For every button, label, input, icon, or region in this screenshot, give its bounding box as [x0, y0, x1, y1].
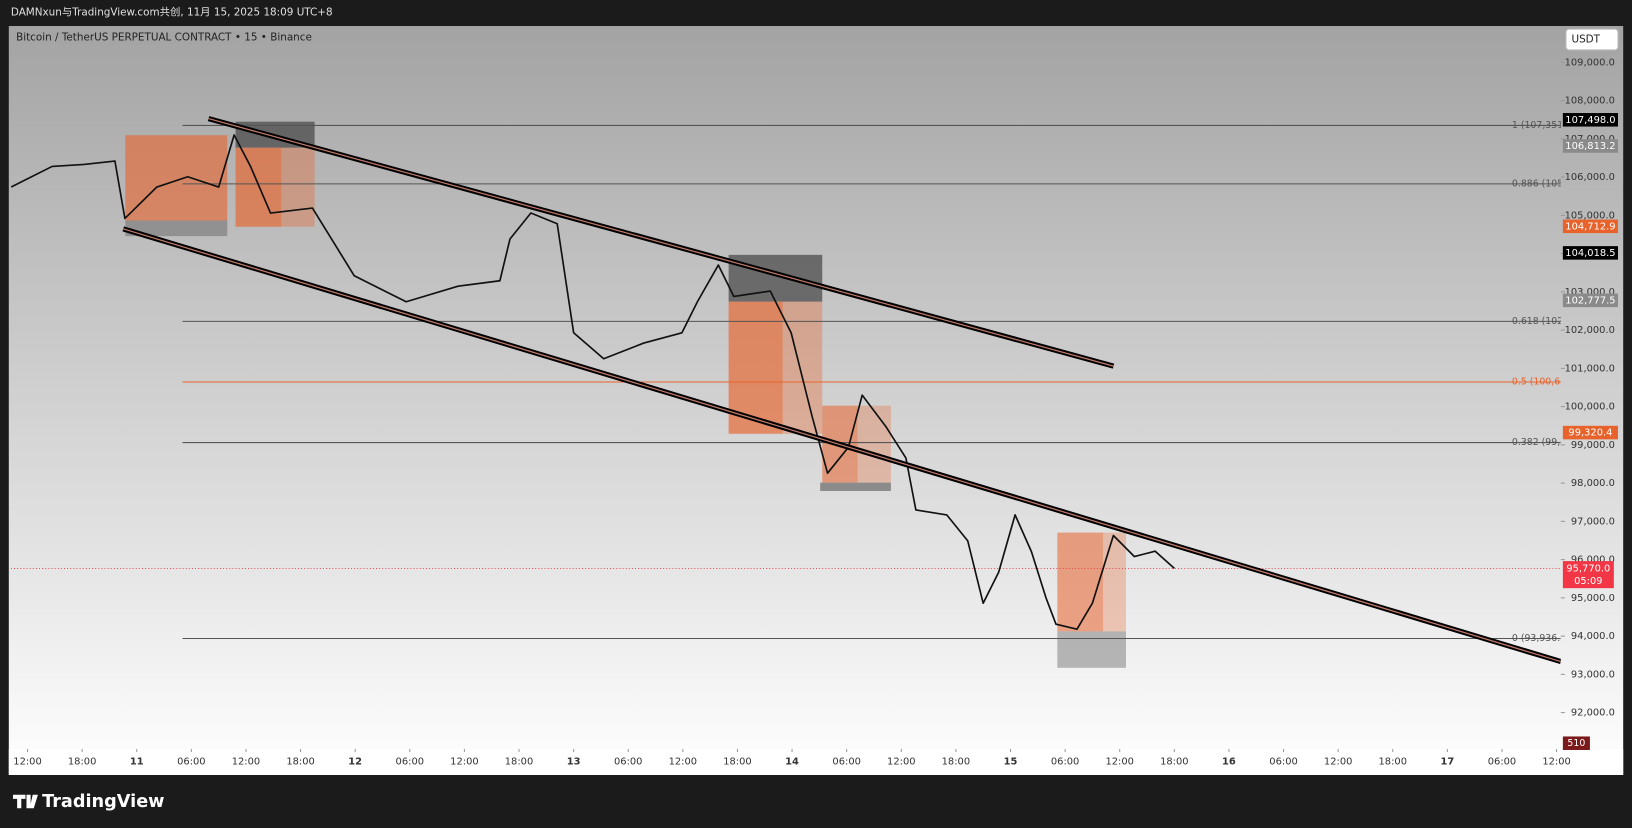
y-tick-label: 109,000.0	[1565, 57, 1615, 68]
price-group	[10, 134, 1561, 631]
x-tick-label: 12:00	[13, 756, 41, 767]
price-tag	[1562, 219, 1618, 234]
position-box	[1057, 532, 1104, 632]
y-tick-label: 101,000.0	[1565, 363, 1615, 374]
price-tag-label: 107,498.0	[1565, 115, 1615, 126]
volume-tag	[1562, 736, 1590, 750]
price-tag	[1562, 425, 1618, 440]
price-tag-label: 106,813.2	[1565, 141, 1615, 152]
trendline-core	[208, 117, 1114, 367]
y-tick-label: 99,000.0	[1571, 440, 1615, 451]
price-tag	[1562, 113, 1618, 127]
fib-label: 0.5 (100,64	[1512, 376, 1566, 387]
current-price-label: 95,770.0	[1566, 563, 1610, 574]
x-tick-label: 12:00	[1105, 756, 1133, 767]
current-price-tag	[1562, 561, 1614, 589]
position-box	[125, 135, 228, 221]
position-box	[782, 301, 823, 434]
price-line	[10, 134, 1175, 631]
y-tick-label: 98,000.0	[1571, 478, 1615, 489]
fib-label: 0.886 (105,	[1512, 178, 1566, 189]
x-tick-label: 14	[785, 756, 799, 767]
currency-label: USDT	[1571, 34, 1600, 46]
y-tick-label: 94,000.0	[1571, 631, 1615, 642]
x-tick-label: 18:00	[505, 756, 533, 767]
x-tick-label: 18:00	[68, 756, 96, 767]
position-box	[820, 482, 891, 491]
y-tick-label: 96,000.0	[1571, 555, 1615, 566]
y-tick-label: 105,000.0	[1565, 210, 1615, 221]
watermark: DAMNxun与TradingView.com共创, 11月 15, 2025 …	[11, 5, 333, 18]
fib-label: 0.382 (99,0	[1512, 437, 1566, 448]
axes: 109,000.0108,000.0107,000.0106,000.0105,…	[13, 57, 1618, 767]
x-tick-label: 12:00	[232, 756, 260, 767]
x-tick-label: 12:00	[887, 756, 915, 767]
x-tick-label: 12	[348, 756, 362, 767]
x-tick-label: 12:00	[1324, 756, 1352, 767]
x-tick-label: 12:00	[1542, 756, 1570, 767]
price-tag-label: 102,777.5	[1565, 295, 1615, 306]
x-tick-label: 06:00	[1051, 756, 1079, 767]
x-tick-label: 17	[1441, 756, 1455, 767]
x-tick-label: 06:00	[614, 756, 642, 767]
price-tag	[1562, 293, 1618, 308]
x-tick-label: 15	[1004, 756, 1018, 767]
y-tick-label: 93,000.0	[1571, 669, 1615, 680]
y-tick-label: 108,000.0	[1565, 96, 1615, 107]
fib-label: 1 (107,351	[1512, 120, 1563, 131]
y-tick-label: 106,000.0	[1565, 172, 1615, 183]
y-tick-label: 92,000.0	[1571, 708, 1615, 719]
x-tick-label: 12:00	[669, 756, 697, 767]
fib-group: 1 (107,351 0.886 (105, 0.618 (102, 0.5 (100…	[182, 120, 1566, 644]
fib-label: 0 (93,936.5	[1512, 633, 1566, 644]
price-tag-label: 104,712.9	[1565, 221, 1615, 232]
y-tick-label: 97,000.0	[1571, 516, 1615, 527]
time-axis	[8, 748, 1624, 775]
y-tick-label: 100,000.0	[1565, 402, 1615, 413]
y-tick-label: 102,000.0	[1565, 325, 1615, 336]
position-box	[1057, 631, 1126, 668]
x-tick-label: 18:00	[1379, 756, 1407, 767]
brand-logo	[12, 794, 38, 809]
x-tick-label: 13	[567, 756, 581, 767]
symbol-title: Bitcoin / TetherUS PERPETUAL CONTRACT • …	[16, 31, 312, 43]
x-tick-label: 06:00	[1488, 756, 1516, 767]
price-tag	[1562, 246, 1618, 260]
x-tick-label: 18:00	[723, 756, 751, 767]
x-tick-label: 11	[130, 756, 144, 767]
y-tick-label: 95,000.0	[1571, 593, 1615, 604]
position-box	[857, 405, 891, 483]
position-box	[1103, 532, 1126, 632]
x-tick-label: 06:00	[1269, 756, 1297, 767]
x-tick-label: 18:00	[1160, 756, 1188, 767]
volume-tag-label: 510	[1567, 738, 1585, 749]
trendline-core	[123, 228, 1561, 663]
position-box	[235, 147, 282, 227]
price-tag	[1562, 139, 1618, 153]
brand: TradingView	[42, 792, 164, 812]
price-tag-label: 104,018.5	[1565, 248, 1615, 259]
y-tick-label: 103,000.0	[1565, 287, 1615, 298]
countdown-label: 05:09	[1574, 576, 1602, 587]
x-tick-label: 18:00	[942, 756, 970, 767]
x-tick-label: 18:00	[286, 756, 314, 767]
price-tag-label: 99,320.4	[1568, 428, 1612, 439]
position-box	[281, 147, 315, 227]
currency-button[interactable]	[1565, 28, 1619, 51]
x-tick-label: 06:00	[396, 756, 424, 767]
x-tick-label: 06:00	[832, 756, 860, 767]
x-tick-label: 16	[1222, 756, 1236, 767]
position-box	[125, 220, 228, 237]
x-tick-label: 06:00	[177, 756, 205, 767]
x-tick-label: 12:00	[450, 756, 478, 767]
drawings: 1 (107,351 0.886 (105, 0.618 (102, 0.5 (100…	[10, 116, 1566, 668]
fib-label: 0.618 (102,	[1512, 316, 1566, 327]
